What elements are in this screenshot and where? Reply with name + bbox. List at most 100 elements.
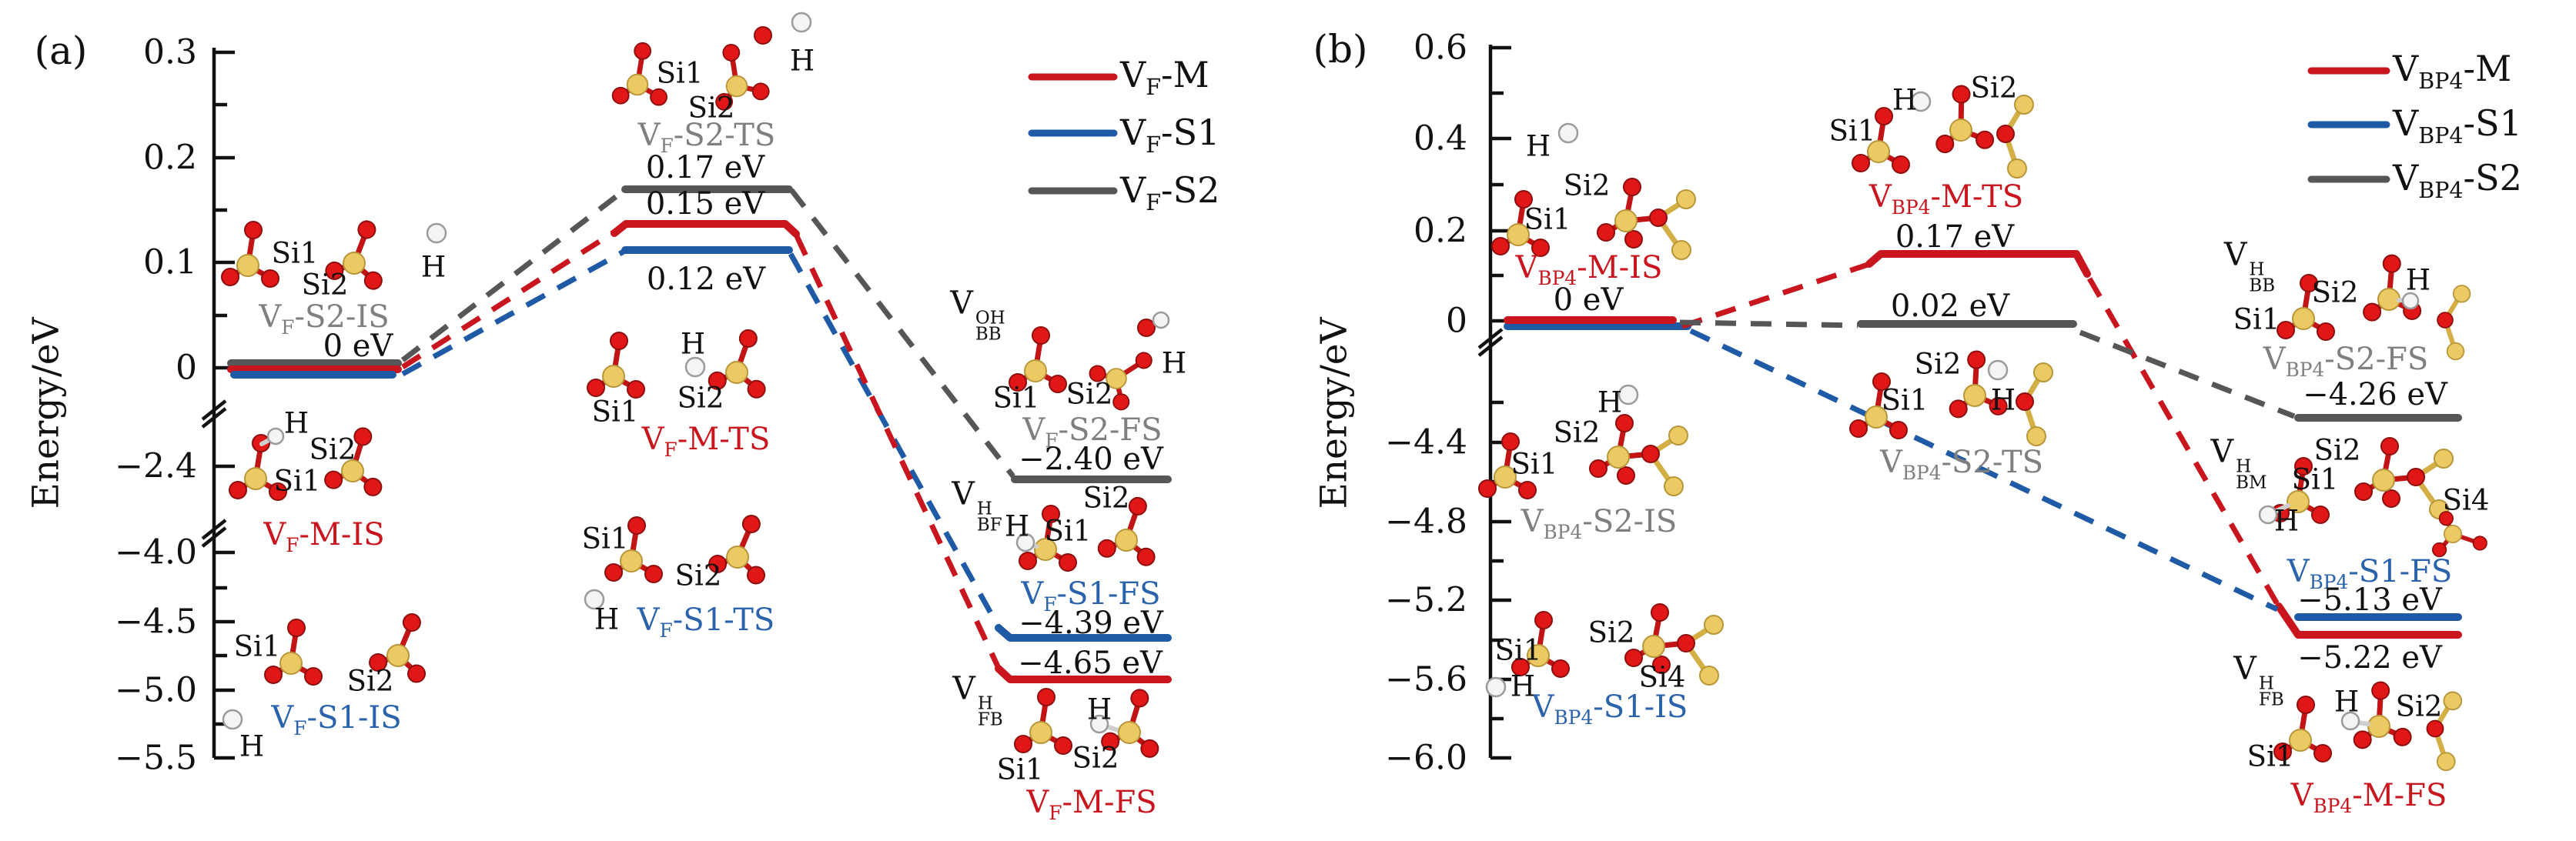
atom-label-h: H (1525, 129, 1551, 163)
state-label-vbp4-s2-is: VBP4-S2-IS (1521, 504, 1678, 543)
a-path-s1-up (401, 249, 625, 377)
molecule-vbm-h (2258, 438, 2491, 564)
atom-label-h: H (1510, 669, 1536, 703)
state-label-vbp4-m-fs: VBP4-M-FS (2290, 778, 2447, 817)
b-tick-label: −5.6 (1385, 659, 1467, 699)
b-path-m-down (2086, 277, 2280, 606)
a-path-s2-up (400, 189, 626, 362)
state-label-vf-s2-is: VF-S2-IS (259, 299, 390, 339)
atom-label-si2: Si2 (2311, 275, 2359, 309)
state-label-vbp4-s2-ts: VBP4-S2-TS (1879, 445, 2044, 484)
atom-label-h: H (1086, 692, 1112, 726)
b-ts-level-m (1865, 250, 2091, 278)
b-tick-label: −4.8 (1385, 502, 1467, 542)
a-fs-level-s1 (995, 624, 1172, 642)
state-label-vf-m-is: VF-M-IS (263, 517, 385, 556)
b-axis-break (1477, 328, 1504, 357)
state-label-vbp4-s1-is: VBP4-S1-IS (1531, 689, 1688, 729)
atom-label-h: H (680, 327, 706, 361)
site-label-vbb-oh: V OH BB (950, 284, 1005, 345)
a-ts-level-m (611, 220, 800, 238)
energy-label-b-s1-fs: −5.13 eV (2297, 582, 2442, 618)
atom-label-h: H (1597, 385, 1623, 419)
a-path-m-down (794, 235, 1001, 668)
b-tick-label: −6.0 (1385, 738, 1467, 778)
energy-label-a-m-ts: 0.15 eV (645, 186, 765, 222)
b-path-s2-flat (1679, 319, 1858, 329)
state-label-vf-s1-fs: VF-S1-FS (1021, 576, 1161, 616)
a-axis-break-1 (201, 399, 227, 429)
a-levels (227, 185, 1172, 683)
energy-label-b-is: 0 eV (1553, 282, 1624, 318)
state-label-vf-s1-is: VF-S1-IS (271, 700, 402, 739)
atom-label-h: H (789, 44, 815, 78)
atom-label-si1: Si1 (273, 464, 321, 498)
atom-label-si2: Si2 (309, 432, 356, 466)
a-y-axis (201, 48, 235, 760)
atom-label-si2: Si2 (1553, 415, 1601, 449)
energy-label-a-s2-ts: 0.17 eV (645, 150, 765, 185)
atom-label-h: H (239, 729, 265, 763)
b-tick-label: −5.2 (1385, 580, 1467, 620)
molecule-vf-s2-fs (1009, 311, 1170, 413)
panel-label-a: (a) (34, 28, 88, 73)
energy-label-a-s2-fs: −2.40 eV (1019, 442, 1163, 477)
a-tick-label: 0.2 (143, 138, 197, 178)
atom-label-si1: Si1 (1881, 383, 1929, 417)
atom-label-h: H (2405, 263, 2431, 297)
site-label-vbb-h-b: V H BB (2223, 235, 2276, 296)
molecule-vf-m-fs (1015, 686, 1166, 758)
b-path-s1-down (1689, 328, 2279, 612)
a-y-axis-title: Energy/eV (25, 317, 68, 509)
b-tick-label: 0.2 (1413, 211, 1467, 251)
atom-label-si2: Si2 (674, 559, 722, 592)
atom-label-si2: Si2 (1066, 377, 1113, 411)
atom-label-si2: Si2 (1914, 347, 1962, 381)
atom-label-si2: Si2 (1082, 481, 1130, 515)
atom-label-si4: Si4 (2442, 483, 2490, 517)
molecule-vbf-h (1015, 492, 1164, 571)
b-levels (1504, 250, 2462, 639)
a-axis-break-2 (201, 519, 227, 548)
atom-label-si1: Si1 (2233, 302, 2280, 336)
a-tick-label: −4.0 (115, 532, 197, 572)
a-tick-label: 0.3 (143, 32, 197, 72)
atom-label-si1: Si1 (1510, 447, 1558, 481)
atom-label-si2: Si2 (301, 268, 349, 302)
a-transition-paths (400, 188, 1015, 668)
atom-label-si1: Si1 (233, 629, 281, 663)
atom-label-h: H (594, 602, 620, 636)
b-legend-swatches (2307, 67, 2390, 183)
atom-label-si2: Si2 (1970, 71, 2018, 105)
a-legend-item-s1: VF-S1 (1120, 112, 1220, 159)
atom-label-si1: Si1 (996, 753, 1044, 786)
b-transition-paths (1679, 262, 2296, 612)
atom-label-si2: Si2 (687, 91, 735, 125)
atom-label-si2: Si2 (1587, 616, 1635, 649)
atom-label-h: H (1161, 346, 1187, 380)
a-tick-label: −2.4 (115, 446, 197, 486)
state-label-vf-s1-ts: VF-S1-TS (637, 602, 775, 642)
energy-label-b-s2-fs: −4.26 eV (2303, 377, 2447, 412)
atom-label-h: H (1990, 383, 2016, 417)
atom-label-si1: Si1 (1044, 514, 1092, 548)
a-legend-item-s2: VF-S2 (1120, 169, 1220, 216)
atom-label-si4: Si4 (1638, 660, 1686, 694)
b-path-m-up (1681, 262, 1869, 329)
b-fs-level-m (2275, 602, 2462, 639)
panel-label-b: (b) (1313, 27, 1368, 72)
molecule-vfb-h-b (2274, 679, 2461, 770)
atom-label-si2: Si2 (1072, 741, 1119, 775)
state-label-vbp4-s2-fs: VBP4-S2-FS (2263, 342, 2429, 381)
atom-label-si1: Si1 (591, 395, 639, 429)
energy-label-a-s1-ts: 0.12 eV (646, 262, 766, 297)
a-tick-label: 0.1 (143, 242, 197, 282)
atom-label-h: H (420, 250, 447, 284)
a-tick-label: 0 (176, 348, 197, 388)
atom-label-si2: Si2 (1563, 169, 1611, 202)
atom-label-h: H (2333, 685, 2360, 719)
atom-label-si2: Si2 (2313, 433, 2361, 467)
state-label-vbp4-m-ts: VBP4-M-TS (1868, 179, 2024, 219)
